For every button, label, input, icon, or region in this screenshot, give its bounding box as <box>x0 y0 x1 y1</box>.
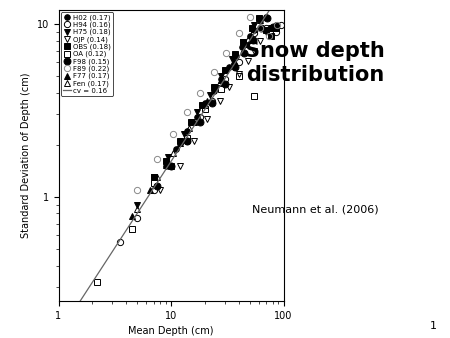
Text: Snow depth
distribution: Snow depth distribution <box>245 41 385 86</box>
Legend: H02 (0.17), H94 (0.16), H75 (0.18), OJP (0.14), OBS (0.18), OA (0.12), F98 (0.15: H02 (0.17), H94 (0.16), H75 (0.18), OJP … <box>61 12 113 96</box>
Text: 1: 1 <box>429 321 436 331</box>
Y-axis label: Standard Deviation of Depth (cm): Standard Deviation of Depth (cm) <box>21 73 31 238</box>
X-axis label: Mean Depth (cm): Mean Depth (cm) <box>128 326 214 336</box>
Text: Neumann et al. (2006): Neumann et al. (2006) <box>252 204 378 215</box>
